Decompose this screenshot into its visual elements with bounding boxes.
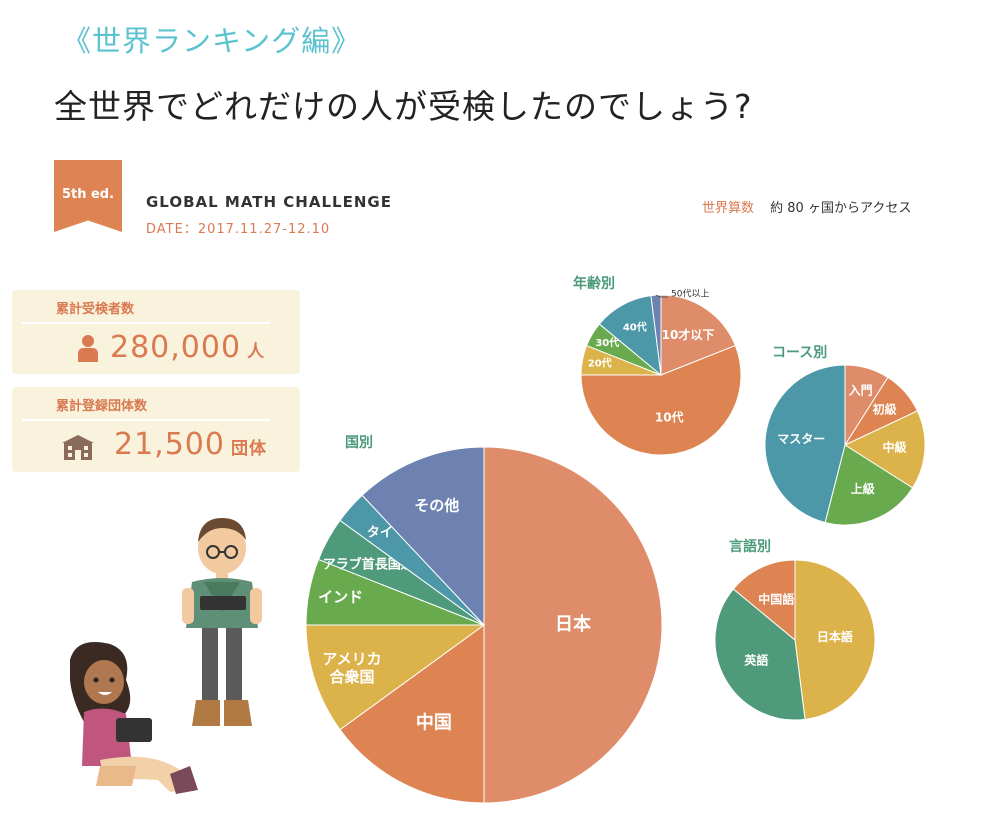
slice-label: 30代	[595, 336, 619, 349]
access-label: 世界算数	[702, 201, 755, 216]
slice-label: 中国	[416, 711, 452, 733]
participants-unit: 人	[247, 342, 266, 362]
divider	[22, 322, 270, 324]
slice-label: マスター	[777, 432, 825, 446]
slice-label: タイ	[367, 526, 393, 541]
groups-card: 累計登録団体数 21,500 団体	[12, 387, 300, 472]
event-title: GLOBAL MATH CHALLENGE	[146, 193, 392, 211]
chart-title: 年齢別	[573, 275, 615, 292]
girl-with-tablet-illustration	[70, 642, 198, 794]
pie-slice	[361, 446, 485, 627]
slice-label: アメリカ合衆国	[322, 649, 381, 685]
leader-line	[655, 294, 661, 298]
pie-slice	[824, 444, 914, 526]
boy-with-tablet-illustration	[182, 518, 262, 726]
chart-title: 国別	[345, 435, 373, 451]
pie-slice	[843, 410, 926, 489]
divider	[22, 419, 270, 421]
pie-chart-2: 年齢別 10才以下 10代 20代 30代 40代 50代以上	[573, 275, 742, 456]
groups-number: 21,500	[114, 427, 225, 462]
access-text: 約 80 ヶ国からアクセス	[770, 201, 912, 216]
pie-slice	[794, 559, 876, 720]
access-info: 世界算数 約 80 ヶ国からアクセス	[702, 197, 911, 216]
pie-slice	[732, 559, 796, 642]
slice-label: 日本	[555, 613, 591, 635]
participants-number: 280,000	[110, 330, 242, 365]
person-icon	[78, 335, 98, 362]
pie-slice	[764, 364, 846, 524]
school-building-icon	[62, 435, 94, 460]
slice-label: インド	[318, 588, 363, 606]
slice-label: 10代	[655, 410, 684, 425]
participants-label: 累計受検者数	[56, 302, 135, 317]
slice-label: 上級	[851, 481, 875, 496]
pie-slice	[339, 624, 485, 804]
edition-ribbon: 5th ed.	[54, 160, 122, 232]
section-category: 《世界ランキング編》	[62, 24, 362, 58]
slice-label: 20代	[588, 356, 612, 369]
pie-slice	[598, 295, 662, 377]
chart-title: コース別	[772, 345, 827, 361]
page-headline: 全世界でどれだけの人が受検したのでしょう?	[54, 87, 753, 126]
participants-value: 280,000 人	[110, 330, 265, 365]
chart-title: 言語別	[729, 538, 771, 555]
slice-label: 英語	[744, 653, 768, 668]
groups-value: 21,500 団体	[114, 427, 267, 462]
pie-slice	[305, 624, 486, 731]
participants-card: 累計受検者数 280,000 人	[12, 290, 300, 374]
pie-slice	[650, 294, 662, 376]
slice-label: 50代以上	[671, 289, 709, 300]
groups-unit: 団体	[230, 439, 267, 459]
event-date: DATE：2017.11.27-12.10	[146, 222, 331, 237]
pie-slice	[580, 344, 742, 456]
pie-slice	[483, 446, 663, 804]
groups-label: 累計登録団体数	[56, 399, 148, 414]
slice-label: 10才以下	[662, 327, 715, 342]
slice-label-line: 合衆国	[328, 667, 374, 685]
slice-label: 日本語	[817, 629, 853, 644]
pie-slice	[660, 294, 737, 376]
slice-label: 初級	[873, 402, 897, 417]
slice-label: 中国語	[758, 592, 794, 607]
slice-label: 中級	[882, 440, 906, 455]
slice-label-line: アメリカ	[322, 649, 381, 667]
slice-label: その他	[414, 496, 459, 514]
slice-label: 40代	[623, 320, 647, 333]
slice-label: 入門	[849, 384, 873, 398]
pie-slice	[714, 588, 806, 721]
